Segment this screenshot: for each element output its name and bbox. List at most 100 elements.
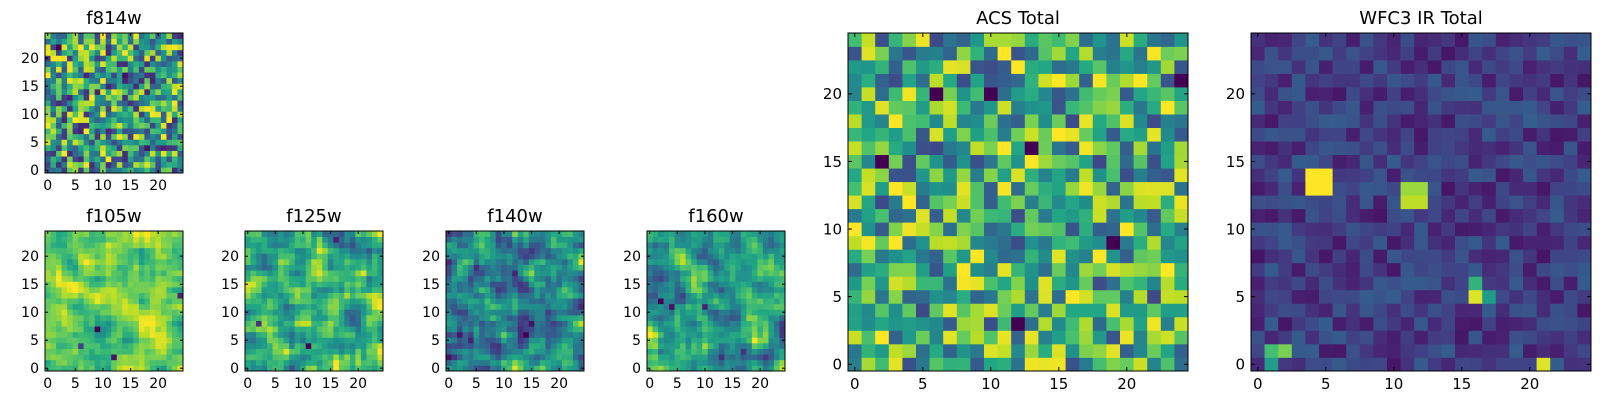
heatmap-cell (245, 259, 251, 265)
heatmap-cell (1414, 114, 1429, 128)
heatmap-cell (344, 326, 351, 333)
heatmap-cell (45, 128, 51, 135)
heatmap-cell (344, 337, 351, 344)
heatmap-cell (1577, 235, 1592, 250)
heatmap-cell (67, 89, 73, 95)
heatmap-cell (56, 117, 62, 123)
heatmap-cell (1291, 60, 1306, 74)
heatmap-cell (300, 331, 307, 338)
heatmap-cell (578, 236, 585, 243)
heatmap-cell (122, 122, 129, 129)
heatmap-cell (1133, 181, 1148, 196)
heatmap-cell (861, 330, 876, 345)
heatmap-cell (861, 222, 876, 237)
heatmap-cell (1414, 73, 1429, 88)
heatmap-cell (751, 270, 758, 277)
heatmap-cell (746, 264, 753, 271)
heatmap-cell (272, 298, 279, 305)
heatmap-cell (468, 303, 474, 310)
heatmap-cell (1427, 262, 1442, 277)
heatmap-cell (663, 247, 670, 254)
heatmap-cell (311, 303, 318, 310)
heatmap-cell (1563, 127, 1578, 142)
heatmap-cell (1133, 195, 1148, 210)
heatmap-cell (457, 281, 463, 288)
heatmap-cell (256, 303, 262, 310)
heatmap-cell (1264, 222, 1279, 237)
heatmap-cell (757, 315, 764, 321)
heatmap-cell (746, 348, 753, 355)
heatmap-cell (100, 326, 107, 333)
heatmap-cell (1278, 222, 1293, 237)
heatmap-cell (735, 287, 742, 293)
heatmap-cell (696, 359, 703, 366)
heatmap-cell (848, 330, 862, 345)
heatmap-cell (740, 264, 747, 271)
heatmap-cell (105, 331, 112, 338)
heatmap-cell (1482, 87, 1497, 101)
heatmap-cell (100, 236, 107, 243)
heatmap-cell (713, 264, 720, 271)
heatmap-cell (528, 247, 535, 254)
heatmap-cell (1577, 222, 1592, 237)
heatmap-cell (116, 83, 123, 90)
heatmap-cell (67, 354, 73, 361)
heatmap-cell (316, 303, 323, 310)
heatmap-cell (1400, 262, 1415, 277)
heatmap-cell (267, 337, 273, 344)
heatmap-cell (1509, 249, 1524, 264)
heatmap-cell (1106, 357, 1121, 372)
heatmap-cell (105, 292, 112, 299)
heatmap-cell (94, 156, 101, 163)
heatmap-cell (78, 281, 84, 288)
heatmap-cell (105, 309, 112, 316)
heatmap-cell (45, 303, 51, 310)
heatmap-cell (762, 359, 769, 366)
heatmap-cell (1523, 208, 1537, 223)
heatmap-cell (861, 208, 876, 223)
heatmap-cell (89, 133, 96, 140)
heatmap-cell (144, 100, 151, 107)
heatmap-cell (1251, 73, 1265, 88)
heatmap-cell (1387, 343, 1401, 358)
heatmap-cell (1468, 114, 1483, 128)
heatmap-cell (1106, 114, 1121, 128)
heatmap-cell (83, 61, 90, 67)
heatmap-cell (78, 83, 84, 90)
heatmap-cell (1092, 303, 1107, 318)
heatmap-cell (377, 231, 384, 237)
heatmap-cell (888, 208, 903, 223)
heatmap-cell (261, 348, 268, 355)
heatmap-cell (100, 331, 107, 338)
heatmap-cell (1079, 141, 1094, 156)
heatmap-cell (1523, 222, 1537, 237)
heatmap-cell (1536, 289, 1551, 304)
heatmap-cell (451, 231, 458, 237)
heatmap-cell (83, 303, 90, 310)
heatmap-cell (316, 348, 323, 355)
heatmap-cell (138, 122, 145, 129)
heatmap-cell (1455, 343, 1469, 358)
heatmap-cell (501, 315, 508, 321)
heatmap-cell (848, 316, 862, 331)
heatmap-cell (177, 343, 184, 349)
heatmap-cell (100, 292, 107, 299)
heatmap-cell (517, 281, 524, 288)
heatmap-cell (735, 231, 742, 237)
heatmap-cell (256, 247, 262, 254)
heatmap-cell (751, 331, 758, 338)
heatmap-cell (1106, 289, 1121, 304)
heatmap-cell (1523, 46, 1537, 61)
heatmap-cell (100, 61, 107, 67)
heatmap-cell (349, 264, 356, 271)
x-tick-label: 20 (149, 376, 167, 392)
heatmap-cell (762, 331, 769, 338)
heatmap-cell (78, 44, 84, 51)
heatmap-cell (155, 61, 162, 67)
heatmap-cell (294, 343, 301, 349)
heatmap-cell (724, 320, 731, 327)
heatmap-cell (735, 281, 742, 288)
heatmap-cell (155, 315, 162, 321)
heatmap-cell (1106, 181, 1121, 196)
heatmap-cell (155, 83, 162, 90)
